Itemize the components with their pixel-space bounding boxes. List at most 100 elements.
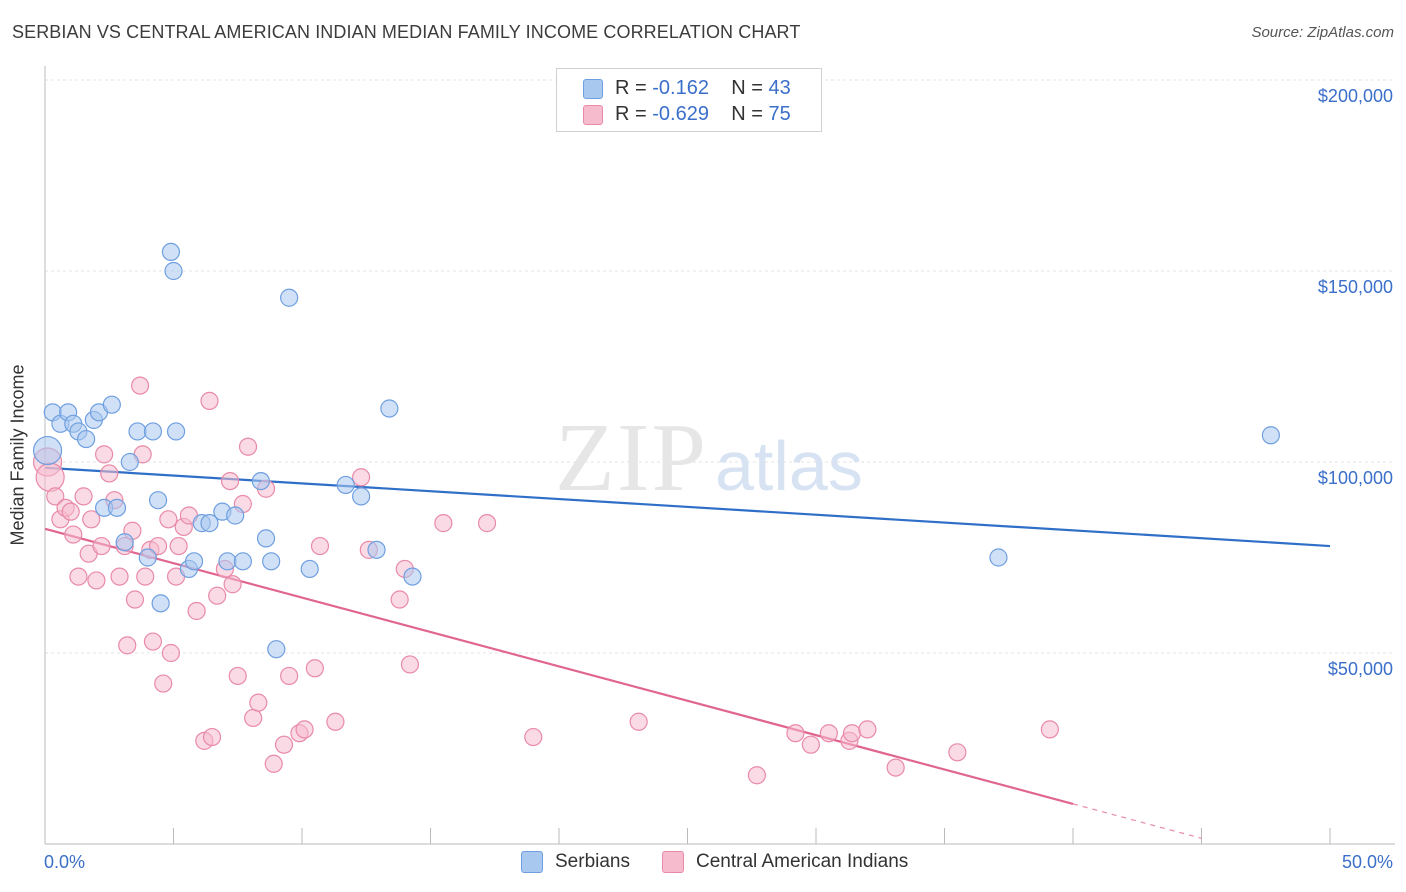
central-american-indians-point — [220, 472, 240, 491]
legend-swatch-pink — [662, 851, 684, 873]
serbians-point — [120, 452, 139, 472]
serbians-point — [107, 498, 127, 517]
y-tick-label: $100,000 — [1317, 468, 1393, 488]
central-american-indians-point — [886, 758, 905, 777]
central-american-indians-point — [130, 376, 150, 395]
central-american-indians-point — [244, 708, 263, 728]
serbians-point — [164, 261, 183, 281]
r-value: -0.162 — [652, 76, 709, 99]
data-points — [32, 242, 1280, 785]
serbians-point — [184, 552, 204, 571]
central-american-indians-point — [92, 536, 111, 556]
r-label: R = — [615, 76, 647, 99]
correlation-legend: R = -0.162 N = 43 R = -0.629 N = 75 — [556, 68, 822, 132]
central-american-indians-point — [326, 712, 345, 731]
central-american-indians-point — [400, 655, 420, 674]
central-american-indians-point — [274, 735, 294, 754]
central-american-indians-point — [87, 571, 106, 590]
central-american-indians-point — [238, 437, 258, 456]
watermark: ZIP atlas — [555, 404, 863, 512]
n-label: N = — [731, 76, 763, 99]
serbians-point — [989, 548, 1008, 567]
serbians-point — [300, 559, 319, 579]
central-american-indians-point — [434, 514, 453, 533]
legend-item-central-american-indians: Central American Indians — [662, 851, 908, 873]
y-axis-title: Median Family Income — [7, 364, 28, 546]
serbians-point — [352, 487, 371, 506]
serbians-point — [128, 422, 147, 441]
n-label: N = — [731, 102, 763, 125]
central-american-indians-point — [390, 590, 409, 609]
central-american-indians-point — [161, 643, 181, 663]
central-american-indians-point — [143, 632, 163, 651]
serbians-point — [115, 533, 134, 552]
central-american-indians-point — [100, 464, 119, 483]
central-american-indians-point — [61, 502, 80, 521]
central-american-indians-point — [295, 720, 314, 739]
r-label: R = — [615, 102, 647, 125]
serbians-point — [233, 552, 252, 571]
serbians-point — [267, 640, 286, 659]
serbians-point — [280, 288, 299, 307]
legend-swatch-blue — [583, 79, 603, 99]
legend-text-serbians: R = -0.162 N = 43 — [615, 77, 791, 100]
central-american-indians-point — [629, 712, 648, 731]
central-american-indians-point — [249, 693, 268, 712]
serbians-point — [102, 395, 121, 414]
central-american-indians-point — [118, 636, 137, 655]
central-american-indians-point — [305, 659, 324, 678]
serbians-point — [367, 540, 386, 559]
x-tick-label-min: 0.0% — [44, 852, 86, 872]
y-tick-label: $50,000 — [1327, 659, 1393, 679]
chart-title: SERBIAN VS CENTRAL AMERICAN INDIAN MEDIA… — [12, 22, 801, 42]
legend-item-serbians: Serbians — [521, 851, 630, 873]
serbians-point — [403, 567, 422, 586]
central-american-indians-point — [200, 391, 219, 410]
central-american-indians-point — [819, 724, 838, 743]
central-american-indians-point — [69, 567, 88, 586]
serbians-point — [138, 548, 157, 567]
central-american-indians-point — [82, 510, 101, 529]
serbians-point — [262, 552, 281, 571]
central-american-indians-point — [786, 724, 805, 743]
central-american-indians-point — [264, 754, 283, 773]
central-american-indians-point — [842, 724, 862, 743]
serbians-point — [166, 422, 186, 441]
central-american-indians-trend-extension — [1072, 803, 1202, 839]
serbians-point — [336, 475, 355, 495]
r-value: -0.629 — [652, 102, 709, 125]
central-american-indians-point — [187, 601, 206, 621]
source-label: Source: ZipAtlas.com — [1251, 24, 1394, 41]
central-american-indians-point — [95, 445, 114, 464]
central-american-indians-point — [524, 727, 543, 747]
serbians-point — [380, 399, 399, 418]
serbians-point — [1261, 426, 1280, 445]
y-tick-label: $200,000 — [1317, 86, 1393, 106]
serbians-point — [200, 514, 219, 533]
central-american-indians-point — [1040, 720, 1059, 739]
central-american-indians-point — [159, 510, 178, 529]
watermark-atlas: atlas — [715, 427, 863, 505]
central-american-indians-point — [110, 567, 129, 586]
series-legend: Serbians Central American Indians — [0, 851, 1406, 877]
serbians-point — [77, 429, 96, 449]
central-american-indians-point — [148, 536, 168, 556]
central-american-indians-point — [46, 487, 65, 506]
legend-text-central-american-indians: R = -0.629 N = 75 — [615, 103, 791, 126]
central-american-indians-point — [858, 720, 877, 739]
legend-row-serbians: R = -0.162 N = 43 — [557, 76, 821, 100]
central-american-indians-point — [948, 743, 967, 762]
central-american-indians-point — [64, 525, 83, 544]
central-american-indians-point — [747, 766, 766, 785]
x-tick-label-max: 50.0% — [1341, 852, 1393, 872]
serbians-point — [251, 472, 270, 491]
central-american-indians-point — [801, 735, 820, 754]
central-american-indians-point — [154, 674, 173, 693]
watermark-zip: ZIP — [555, 404, 708, 512]
legend-swatch-pink — [583, 105, 603, 125]
legend-label-serbians: Serbians — [555, 851, 630, 872]
central-american-indians-point — [280, 666, 299, 686]
legend-swatch-blue — [521, 851, 543, 873]
central-american-indians-point — [228, 666, 247, 686]
